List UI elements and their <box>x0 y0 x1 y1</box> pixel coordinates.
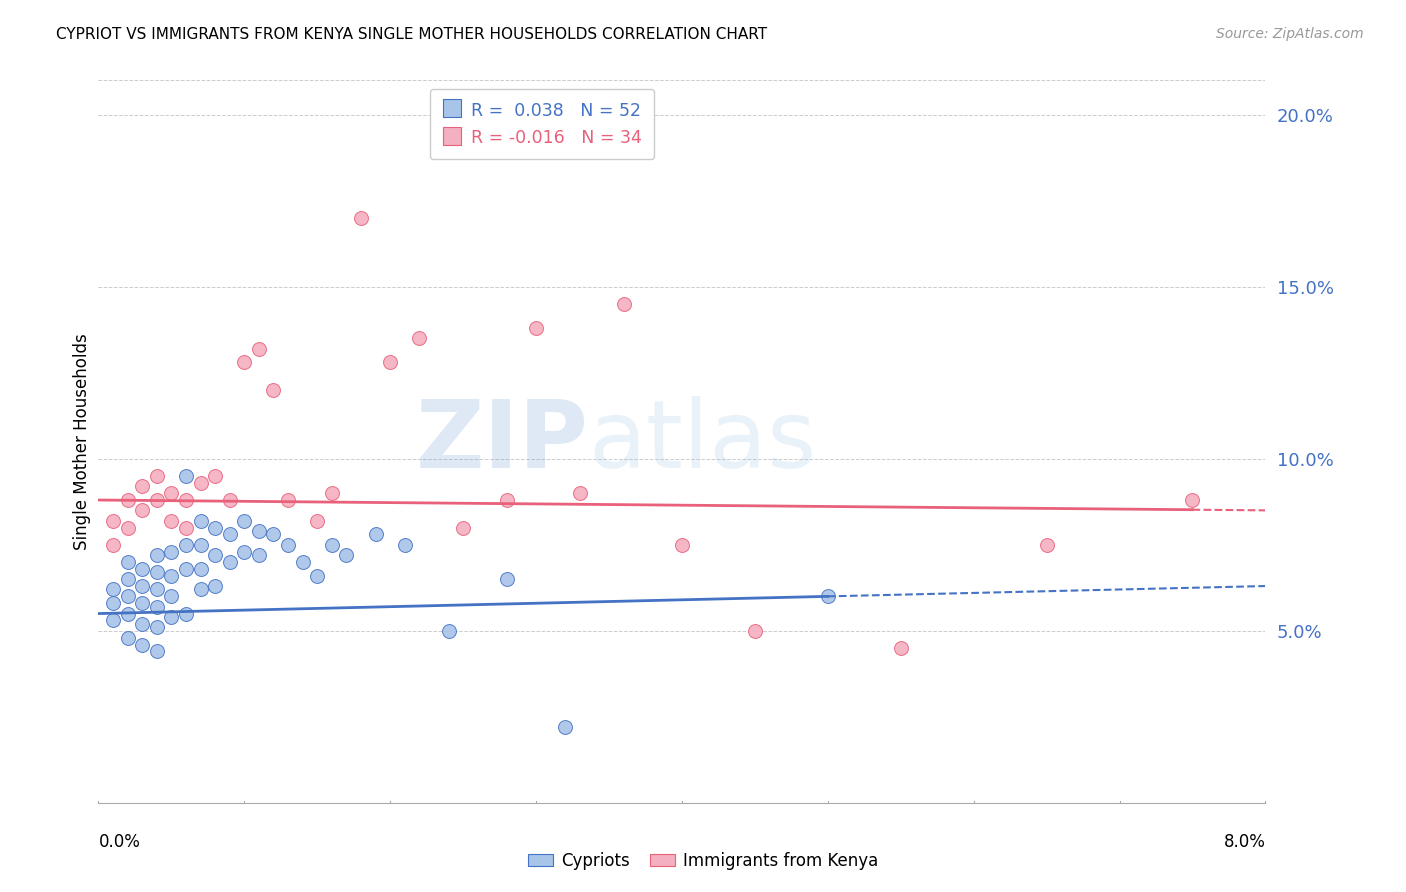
Point <box>321 486 343 500</box>
Point <box>117 590 139 604</box>
Point <box>117 631 139 645</box>
Point <box>335 548 357 562</box>
Point <box>408 331 430 345</box>
Point <box>101 614 124 628</box>
Point <box>744 624 766 638</box>
Point <box>101 538 124 552</box>
Point <box>218 555 240 569</box>
Text: Source: ZipAtlas.com: Source: ZipAtlas.com <box>1216 27 1364 41</box>
Point <box>190 538 212 552</box>
Point <box>131 638 153 652</box>
Point <box>160 486 183 500</box>
Point <box>554 720 576 734</box>
Text: 8.0%: 8.0% <box>1223 833 1265 851</box>
Point <box>160 590 183 604</box>
Point <box>247 524 270 538</box>
Point <box>101 582 124 597</box>
Point <box>174 562 197 576</box>
Point <box>131 579 153 593</box>
Point <box>437 624 460 638</box>
Point <box>146 469 169 483</box>
Point <box>890 640 912 655</box>
Y-axis label: Single Mother Households: Single Mother Households <box>73 334 91 549</box>
Point <box>190 562 212 576</box>
Point <box>101 596 124 610</box>
Point <box>233 355 256 369</box>
Point <box>204 469 226 483</box>
Point <box>307 514 329 528</box>
Point <box>117 572 139 586</box>
Point <box>146 566 169 580</box>
Point <box>291 555 314 569</box>
Point <box>1181 493 1204 508</box>
Point <box>131 616 153 631</box>
Point <box>218 527 240 541</box>
Point <box>131 503 153 517</box>
Point <box>307 568 329 582</box>
Point <box>451 520 474 534</box>
Point <box>817 590 839 604</box>
Point <box>380 355 402 369</box>
Point <box>394 538 416 552</box>
Point <box>131 479 153 493</box>
Point <box>117 607 139 621</box>
Point <box>247 342 270 356</box>
Point <box>146 620 169 634</box>
Point <box>190 475 212 490</box>
Point <box>160 514 183 528</box>
Point <box>496 493 519 508</box>
Point <box>496 572 519 586</box>
Point <box>146 548 169 562</box>
Legend: R =  0.038   N = 52, R = -0.016   N = 34: R = 0.038 N = 52, R = -0.016 N = 34 <box>429 89 654 160</box>
Point <box>364 527 387 541</box>
Point <box>262 383 284 397</box>
Text: ZIP: ZIP <box>416 395 589 488</box>
Point <box>204 520 226 534</box>
Point <box>321 538 343 552</box>
Point <box>277 493 299 508</box>
Point <box>612 297 634 311</box>
Point <box>233 514 256 528</box>
Point <box>204 548 226 562</box>
Legend: Cypriots, Immigrants from Kenya: Cypriots, Immigrants from Kenya <box>522 846 884 877</box>
Point <box>350 211 373 225</box>
Point <box>131 562 153 576</box>
Point <box>174 607 197 621</box>
Text: 0.0%: 0.0% <box>98 833 141 851</box>
Point <box>117 555 139 569</box>
Point <box>190 582 212 597</box>
Point <box>101 514 124 528</box>
Point <box>146 644 169 658</box>
Point <box>568 486 591 500</box>
Point <box>233 544 256 558</box>
Point <box>160 610 183 624</box>
Point <box>524 321 547 335</box>
Point <box>117 520 139 534</box>
Point <box>146 582 169 597</box>
Point <box>174 469 197 483</box>
Point <box>174 493 197 508</box>
Point <box>218 493 240 508</box>
Point <box>671 538 693 552</box>
Point <box>146 493 169 508</box>
Point <box>146 599 169 614</box>
Point <box>160 544 183 558</box>
Point <box>247 548 270 562</box>
Point <box>117 493 139 508</box>
Point <box>131 596 153 610</box>
Point <box>160 568 183 582</box>
Point <box>174 538 197 552</box>
Point <box>262 527 284 541</box>
Point <box>190 514 212 528</box>
Point <box>277 538 299 552</box>
Point <box>174 520 197 534</box>
Point <box>1035 538 1057 552</box>
Point <box>204 579 226 593</box>
Text: CYPRIOT VS IMMIGRANTS FROM KENYA SINGLE MOTHER HOUSEHOLDS CORRELATION CHART: CYPRIOT VS IMMIGRANTS FROM KENYA SINGLE … <box>56 27 768 42</box>
Text: atlas: atlas <box>589 395 817 488</box>
